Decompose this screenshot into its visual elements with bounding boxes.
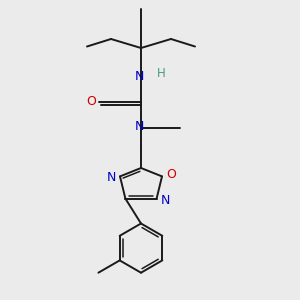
Text: N: N [135, 70, 144, 83]
Text: N: N [106, 171, 116, 184]
Text: O: O [166, 167, 176, 181]
Text: N: N [161, 194, 170, 207]
Text: H: H [157, 67, 166, 80]
Text: N: N [135, 120, 144, 134]
Text: O: O [86, 95, 96, 108]
